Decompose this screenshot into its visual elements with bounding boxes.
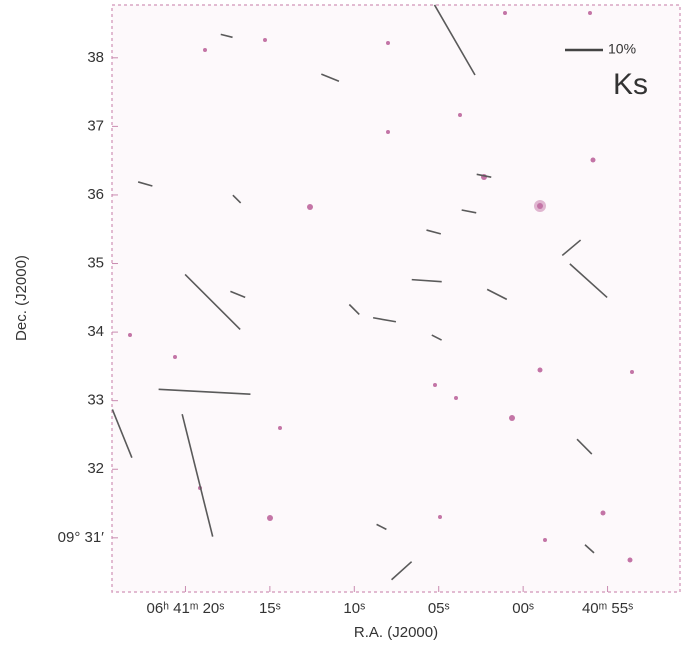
x-tick-label: 00ˢ [512,600,534,617]
x-tick-label: 15ˢ [259,600,281,617]
y-tick-label: 37 [87,117,104,134]
x-tick-label: 40ᵐ 55ˢ [582,600,633,617]
x-tick-label: 05ˢ [428,600,450,617]
scale-bar-label: 10% [608,41,636,57]
y-tick-label: 35 [87,254,104,271]
band-label: Ks [613,68,648,101]
y-tick-label: 33 [87,392,104,409]
y-tick-label: 32 [87,460,104,477]
y-tick-label: 38 [87,49,104,66]
y-tick-label: 34 [87,323,104,340]
plot-area [112,5,680,592]
x-tick-label: 06ʰ 41ᵐ 20ˢ [147,600,225,617]
y-tick-label: 09° 31′ [58,529,105,546]
y-axis-label: Dec. (J2000) [13,255,30,341]
x-axis-label: R.A. (J2000) [354,624,438,641]
chart: R.A. (J2000) Dec. (J2000) Ks 38 37 36 35 34 3… [0,0,696,649]
x-tick-label: 10ˢ [343,600,365,617]
y-tick-label: 36 [87,186,104,203]
